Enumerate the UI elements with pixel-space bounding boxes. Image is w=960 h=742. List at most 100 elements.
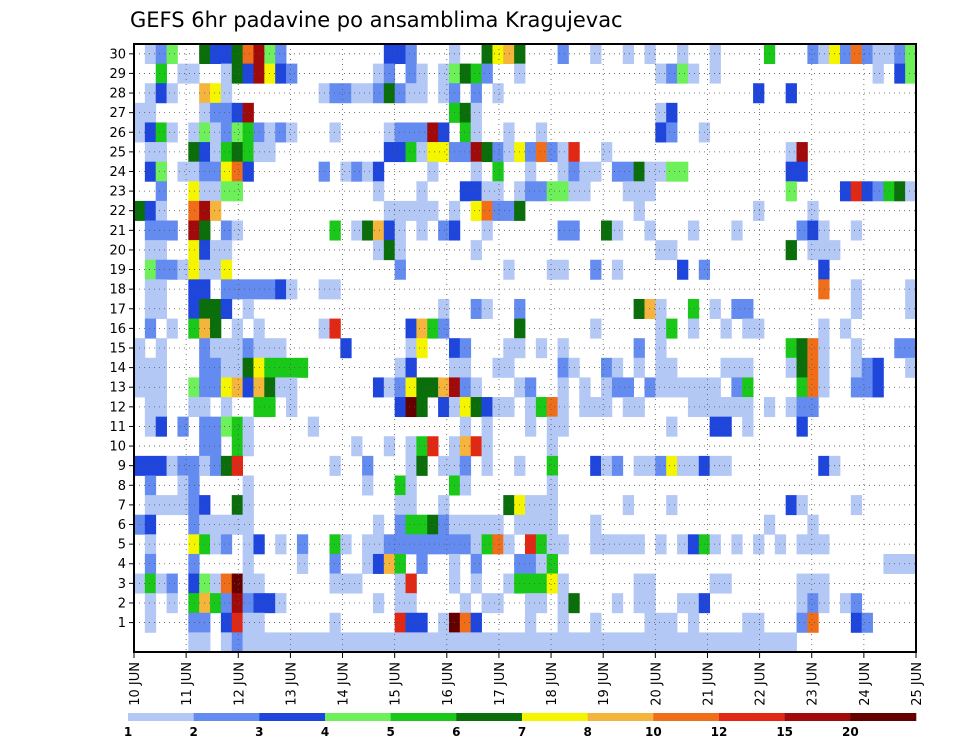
heatmap-cell — [459, 514, 472, 535]
heatmap-cell — [144, 612, 157, 633]
heatmap-cell — [546, 455, 558, 476]
heatmap-cell — [492, 181, 504, 202]
legend-swatch — [456, 713, 523, 721]
heatmap-cell — [514, 632, 526, 653]
heatmap-cell — [579, 632, 591, 653]
heatmap-cell — [546, 397, 558, 418]
heatmap-cell — [492, 161, 504, 182]
heatmap-cell — [525, 632, 537, 653]
heatmap-cell — [427, 318, 439, 339]
heatmap-cell — [253, 632, 265, 653]
heatmap-cell — [709, 455, 721, 476]
heatmap-cell — [220, 416, 233, 437]
heatmap-cell — [601, 534, 613, 555]
x-tick-label: 17 JUN — [493, 662, 508, 706]
heatmap-cell — [362, 553, 374, 574]
heatmap-cell — [155, 259, 167, 280]
heatmap-cell — [850, 357, 863, 378]
heatmap-cell — [818, 279, 830, 300]
heatmap-cell — [307, 632, 320, 653]
heatmap-cell — [557, 44, 569, 65]
heatmap-cell — [144, 475, 157, 496]
heatmap-cell — [796, 495, 808, 516]
heatmap-cell — [242, 495, 254, 516]
heatmap-cell — [231, 122, 244, 143]
heatmap-cell — [818, 573, 830, 594]
heatmap-cell — [687, 220, 700, 241]
heatmap-cell — [144, 495, 157, 516]
heatmap-cell — [459, 436, 472, 457]
heatmap-cell — [677, 632, 689, 653]
heatmap-cell — [601, 632, 613, 653]
heatmap-cell — [155, 220, 167, 241]
heatmap-cell — [470, 534, 482, 555]
heatmap-cell — [416, 455, 428, 476]
heatmap-cell — [286, 357, 298, 378]
heatmap-cell — [231, 455, 244, 476]
heatmap-cell — [394, 593, 406, 614]
heatmap-cell — [731, 397, 743, 418]
heatmap-cell — [687, 63, 700, 84]
heatmap-cell — [275, 44, 287, 65]
heatmap-cell — [242, 514, 254, 535]
heatmap-cell — [372, 632, 385, 653]
heatmap-cell — [470, 200, 482, 221]
heatmap-cell — [416, 338, 428, 359]
heatmap-cell — [709, 632, 721, 653]
heatmap-cell — [861, 377, 873, 398]
heatmap-cell — [850, 612, 863, 633]
heatmap-cell — [590, 514, 602, 535]
heatmap-cell — [535, 142, 548, 163]
heatmap-cell — [872, 63, 884, 84]
heatmap-cell — [155, 44, 167, 65]
heatmap-cell — [275, 534, 287, 555]
heatmap-cell — [622, 632, 635, 653]
y-tick-label: 6 — [118, 518, 126, 533]
heatmap-cell — [416, 534, 428, 555]
heatmap-cell — [351, 161, 363, 182]
heatmap-cell — [438, 612, 450, 633]
heatmap-cell — [438, 534, 450, 555]
heatmap-cell — [166, 455, 178, 476]
heatmap-cell — [351, 220, 363, 241]
heatmap-cell — [785, 357, 797, 378]
color-legend: 1 2 3 4 5 6 7 8 10 12 15 20 — [124, 713, 917, 739]
heatmap-cell — [861, 612, 873, 633]
heatmap-cell — [188, 455, 200, 476]
heatmap-cell — [210, 181, 222, 202]
heatmap-cell — [622, 44, 635, 65]
x-tick-label: 16 JUN — [441, 662, 456, 706]
heatmap-cell — [492, 44, 504, 65]
heatmap-cell — [557, 612, 569, 633]
heatmap-cell — [622, 377, 635, 398]
heatmap-cell — [698, 632, 711, 653]
heatmap-cell — [763, 632, 776, 653]
heatmap-cell — [503, 200, 515, 221]
heatmap-cell — [839, 318, 852, 339]
heatmap-cell — [286, 397, 298, 418]
heatmap-cell — [470, 397, 482, 418]
heatmap-cell — [405, 612, 417, 633]
heatmap-cell — [546, 553, 558, 574]
heatmap-cell — [535, 632, 548, 653]
y-tick-label: 28 — [109, 87, 126, 102]
heatmap-cell — [720, 573, 732, 594]
heatmap-cell — [459, 357, 472, 378]
heatmap-cell — [905, 298, 917, 319]
heatmap-cell — [470, 63, 482, 84]
heatmap-cell — [188, 377, 200, 398]
heatmap-cell — [818, 455, 830, 476]
heatmap-cell — [470, 377, 482, 398]
legend-swatch — [719, 713, 785, 721]
legend-swatch — [587, 713, 654, 721]
heatmap-cell — [590, 455, 602, 476]
heatmap-cell — [687, 534, 700, 555]
heatmap-cell — [144, 593, 157, 614]
heatmap-cell — [677, 455, 689, 476]
heatmap-cell — [796, 338, 808, 359]
heatmap-cell — [177, 475, 189, 496]
heatmap-cell — [481, 142, 493, 163]
heatmap-cell — [546, 514, 558, 535]
heatmap-cell — [188, 279, 200, 300]
heatmap-cell — [557, 220, 569, 241]
